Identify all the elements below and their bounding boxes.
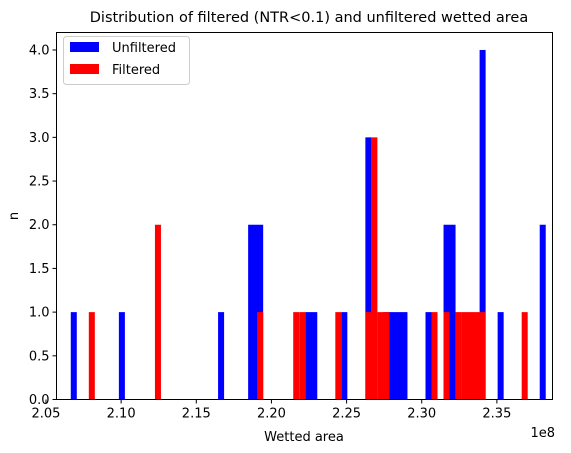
filtered-bar: [365, 312, 372, 400]
x-tick-label: 2.05: [32, 407, 61, 422]
legend-label: Filtered: [112, 63, 160, 78]
filtered-bar: [88, 312, 95, 400]
unfiltered-bar: [497, 312, 504, 400]
filtered-bar: [461, 312, 480, 400]
chart-title: Distribution of filtered (NTR<0.1) and u…: [90, 10, 528, 26]
unfiltered-bar: [305, 312, 318, 400]
y-tick-label: 0.0: [29, 393, 50, 408]
y-tick-label: 4.0: [29, 43, 50, 58]
x-tick-label: 2.15: [182, 407, 211, 422]
legend: Unfiltered Filtered: [63, 36, 190, 85]
filtered-bar: [455, 312, 462, 400]
unfiltered-bar: [425, 312, 432, 400]
y-tick-label: 0.5: [29, 349, 50, 364]
y-tick-label: 2.5: [29, 175, 50, 190]
axis-ticks: 2.05 2.10 2.15 2.20 2.25 2.30 2.35 0.0 0.5 1.0 1.5…: [29, 43, 512, 421]
x-tick-label: 2.20: [257, 407, 286, 422]
filtered-bar: [299, 312, 306, 400]
x-tick-label: 2.25: [332, 407, 361, 422]
x-tick-label: 2.10: [107, 407, 136, 422]
unfiltered-bar: [539, 224, 546, 400]
unfiltered-bar: [365, 137, 372, 400]
y-tick-label: 1.5: [29, 262, 50, 277]
legend-swatch: [70, 42, 99, 52]
y-tick-label: 3.5: [29, 87, 50, 102]
filtered-bar: [154, 224, 161, 400]
x-tick-label: 2.35: [482, 407, 511, 422]
plot-frame: [56, 32, 553, 400]
y-axis-label: n: [7, 212, 22, 220]
filtered-bar: [371, 137, 378, 400]
x-offset-label: 1e8: [530, 426, 555, 441]
y-tick-label: 1.0: [29, 306, 50, 321]
legend-swatch: [70, 64, 99, 74]
filtered-bar: [443, 312, 450, 400]
filtered-bar: [293, 312, 300, 400]
filtered-bar: [377, 312, 390, 400]
filtered-bar: [335, 312, 342, 400]
unfiltered-bar: [479, 49, 486, 400]
filtered-bar: [521, 312, 528, 400]
x-axis-label: Wetted area: [264, 430, 344, 445]
unfiltered-bar: [341, 312, 348, 400]
filtered-bar: [479, 312, 486, 400]
filtered-bar: [431, 312, 438, 400]
y-tick-label: 2.0: [29, 218, 50, 233]
unfiltered-bar: [118, 312, 125, 400]
unfiltered-bar: [70, 312, 77, 400]
legend-label: Unfiltered: [112, 41, 176, 56]
filtered-bar: [257, 312, 264, 400]
bars-layer: [70, 49, 546, 400]
y-tick-label: 3.0: [29, 131, 50, 146]
x-tick-label: 2.30: [407, 407, 436, 422]
unfiltered-bar: [218, 312, 225, 400]
